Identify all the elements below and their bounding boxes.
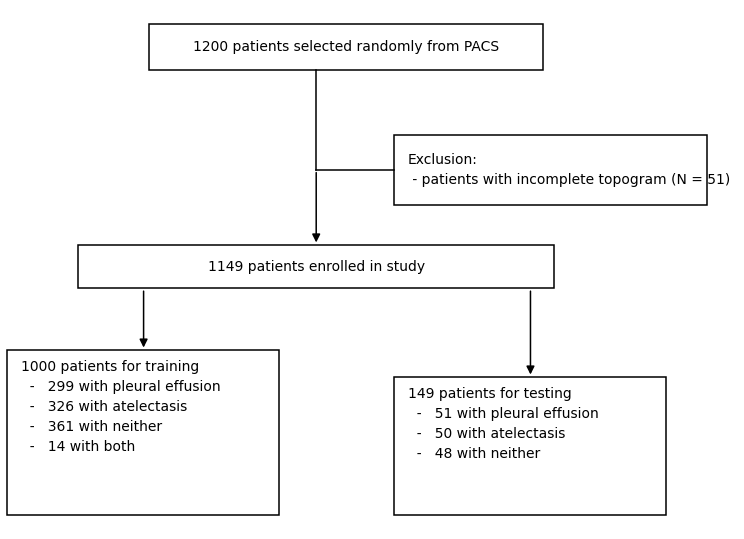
- Text: 149 patients for testing
  -   51 with pleural effusion
  -   50 with atelectasi: 149 patients for testing - 51 with pleur…: [408, 387, 598, 461]
- FancyBboxPatch shape: [394, 377, 666, 515]
- FancyBboxPatch shape: [149, 24, 543, 70]
- Text: Exclusion:
 - patients with incomplete topogram (N = 51): Exclusion: - patients with incomplete to…: [408, 153, 730, 187]
- Text: 1200 patients selected randomly from PACS: 1200 patients selected randomly from PAC…: [193, 40, 499, 54]
- FancyBboxPatch shape: [78, 245, 554, 288]
- FancyBboxPatch shape: [394, 135, 707, 205]
- Text: 1149 patients enrolled in study: 1149 patients enrolled in study: [208, 260, 425, 274]
- FancyBboxPatch shape: [7, 350, 279, 515]
- Text: 1000 patients for training
  -   299 with pleural effusion
  -   326 with atelec: 1000 patients for training - 299 with pl…: [21, 360, 220, 454]
